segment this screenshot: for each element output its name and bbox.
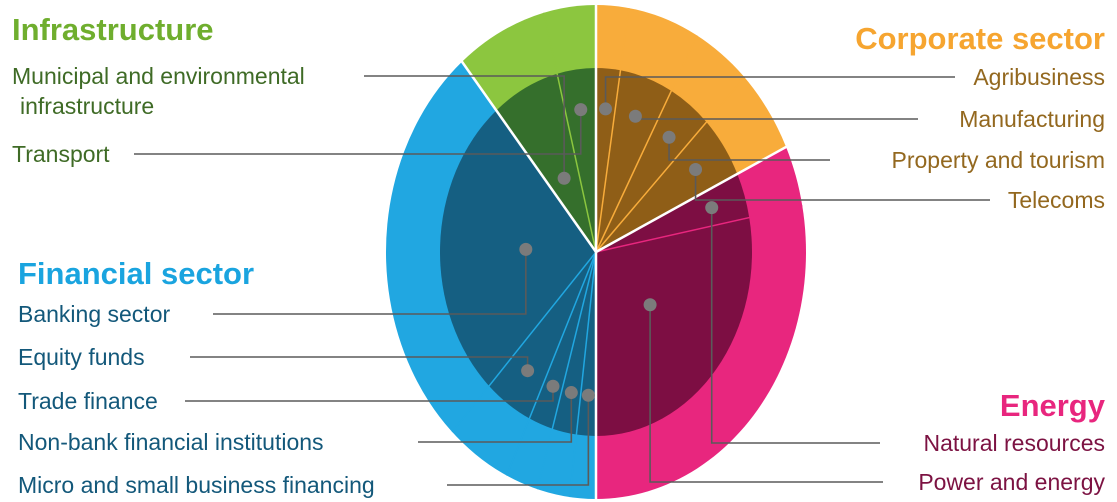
label-telecoms: Telecoms (1008, 187, 1105, 213)
leader-banking-sector (213, 249, 527, 315)
marker-non-bank-financial-institutions (564, 386, 578, 400)
marker-natural-resources (705, 201, 719, 215)
marker-property-and-tourism (662, 130, 676, 144)
leader-agribusiness (604, 76, 955, 109)
separator-banking-sector (451, 251, 597, 433)
marker-telecoms (689, 162, 703, 176)
separator-non-bank-financial-institutions (568, 251, 597, 498)
inner-slice-power-and-energy (596, 217, 753, 436)
separator-telecoms (595, 76, 746, 253)
marker-municipal-and-environmental-infrastructure (557, 171, 571, 185)
marker-manufacturing (628, 109, 642, 123)
label-manufacturing: Manufacturing (959, 106, 1105, 132)
separator-equity-funds (505, 251, 597, 476)
group-divider-energy (595, 144, 789, 254)
separator-trade-finance (536, 251, 597, 490)
separator-power-and-energy (595, 204, 803, 253)
label-equity-funds: Equity funds (18, 344, 145, 370)
marker-equity-funds (521, 364, 535, 378)
group-title-infrastructure: Infrastructure (12, 12, 214, 47)
inner-slice-trade-finance (529, 252, 596, 429)
group-title-financial-sector: Financial sector (18, 256, 254, 291)
marker-micro-and-small-business-financing (581, 388, 595, 402)
leader-natural-resources (710, 207, 880, 444)
label-municipal-infrastructure-line-1: Municipal and environmental (12, 63, 305, 89)
leader-power-and-energy (649, 304, 883, 483)
leader-municipal-and-environmental-infrastructure (364, 75, 565, 179)
inner-slice-equity-funds (489, 252, 596, 419)
marker-trade-finance (546, 379, 560, 393)
group-divider-infrastructure (459, 59, 598, 253)
separator-property-and-tourism (595, 35, 698, 253)
label-municipal-infrastructure-line-2: infrastructure (20, 93, 154, 119)
inner-ring (440, 68, 753, 436)
label-transport: Transport (12, 141, 110, 167)
inner-slice-banking-sector (440, 110, 596, 387)
leader-transport (134, 109, 582, 155)
inner-slice-natural-resources (596, 173, 750, 252)
leader-telecoms (694, 169, 990, 201)
slice-separators (451, 3, 803, 501)
separator-transport (543, 12, 597, 253)
group-title-energy: Energy (1000, 388, 1106, 423)
inner-slice-telecoms (596, 121, 738, 252)
marker-power-and-energy (643, 298, 657, 312)
label-agribusiness: Agribusiness (973, 64, 1105, 90)
label-micro-small-business-financing: Micro and small business financing (18, 472, 375, 498)
label-property-and-tourism: Property and tourism (892, 147, 1105, 173)
label-power-and-energy: Power and energy (918, 469, 1105, 495)
label-trade-finance: Trade finance (18, 388, 158, 414)
label-non-bank-financial-institutions: Non-bank financial institutions (18, 429, 324, 455)
label-banking-sector: Banking sector (18, 301, 170, 327)
group-title-corporate-sector: Corporate sector (855, 21, 1105, 56)
marker-banking-sector (519, 242, 533, 256)
marker-agribusiness (599, 102, 613, 116)
leader-micro-and-small-business-financing (447, 395, 590, 486)
leader-lines (134, 75, 990, 486)
leader-property-and-tourism (668, 137, 830, 161)
slice-markers (519, 102, 719, 402)
separator-manufacturing (595, 7, 630, 253)
marker-transport (574, 103, 588, 117)
inner-slice-municipal-and-environmental-infrastructure (496, 73, 596, 252)
leader-non-bank-financial-institutions (418, 392, 573, 443)
inner-slice-property-and-tourism (596, 90, 707, 252)
label-natural-resources: Natural resources (923, 430, 1105, 456)
